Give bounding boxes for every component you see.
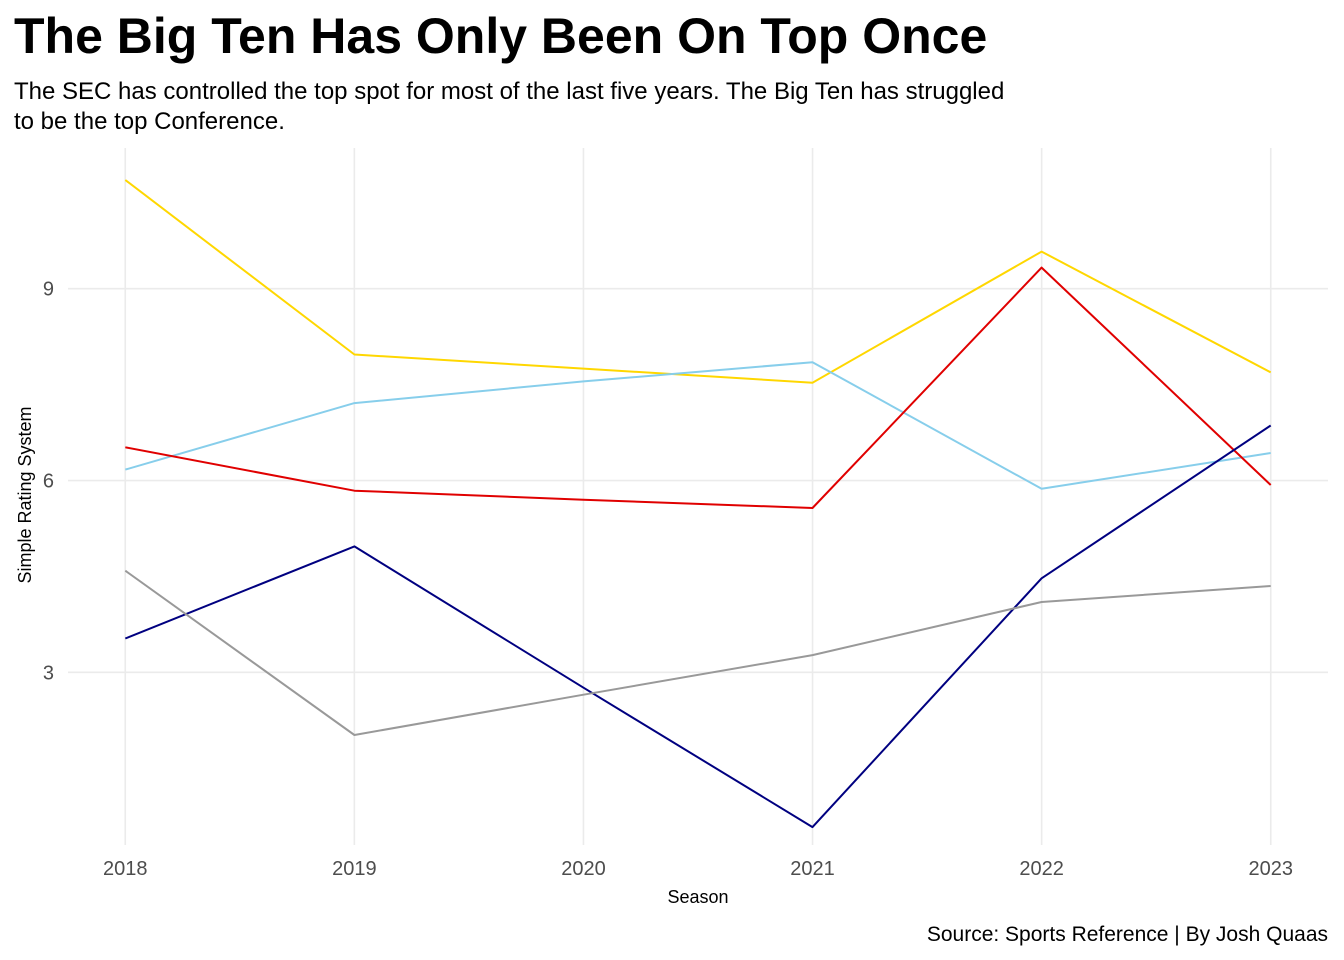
x-tick-label-2019: 2019 [332,858,377,880]
x-axis-title: Season [667,887,728,907]
y-tick-label-9: 9 [43,279,54,301]
x-tick-label-2021: 2021 [790,858,835,880]
x-tick-label-2020: 2020 [561,858,606,880]
series-line-big-ten [124,424,1272,829]
series-line-conference-red [125,266,1272,509]
y-axis-title: Simple Rating System [15,406,35,583]
y-tick-label-6: 6 [43,471,54,493]
chart-caption: Source: Sports Reference | By Josh Quaas [927,923,1328,946]
chart-subtitle: The SEC has controlled the top spot for … [14,78,1005,135]
y-tick-label-3: 3 [43,662,54,684]
x-tick-label-2023: 2023 [1248,858,1293,880]
grid [68,148,1328,845]
series-line-sec [124,179,1272,384]
series-line-conference-gray [124,569,1271,736]
x-axis-tick-labels: 2018 2019 2020 2021 2022 2023 [103,858,1293,880]
series-line-conference-light-blue [125,361,1271,490]
x-tick-label-2018: 2018 [103,858,148,880]
chart-title: The Big Ten Has Only Been On Top Once [14,8,988,64]
x-tick-label-2022: 2022 [1019,858,1064,880]
y-axis-tick-labels: 3 6 9 [43,279,54,685]
series-lines [124,179,1272,829]
